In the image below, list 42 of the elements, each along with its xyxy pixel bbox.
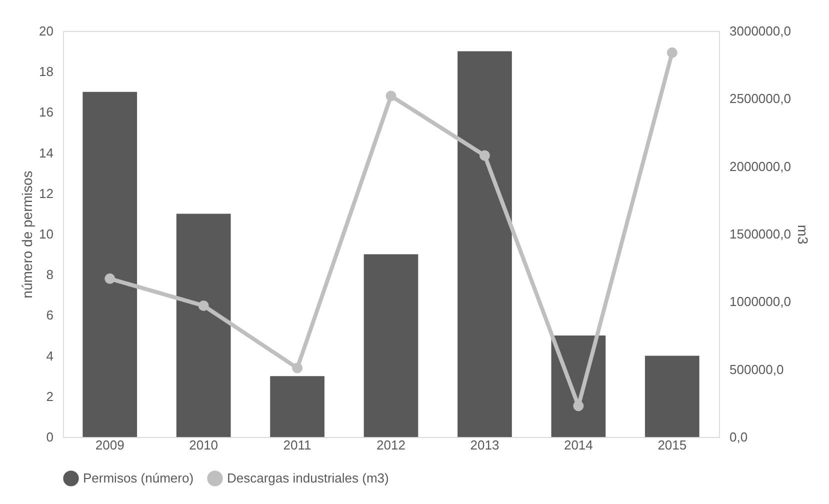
y-tick-label: 0 [46,430,54,444]
y-tick-label: 16 [39,104,54,120]
y2-tick-label: 2000000,0 [730,158,791,174]
bar [644,356,700,437]
point [292,362,303,374]
y-tick-label: 8 [46,267,54,282]
y-tick-label: 18 [39,64,54,80]
x-tick-label: 2012 [376,438,406,452]
x-tick-label: 2010 [189,438,218,452]
y2-tick-label: 3000000,0 [730,24,791,38]
point [198,300,209,311]
y2-axis-title: m3 [794,224,811,244]
legend-label: Permisos (número) [83,470,194,486]
point [104,273,116,284]
y2-tick-label: 1000000,0 [730,294,791,310]
x-tick-label: 2014 [564,438,593,452]
y-tick-label: 14 [39,145,54,160]
y-tick-label: 2 [46,388,54,404]
x-tick-label: 2011 [283,438,312,452]
point [386,90,396,102]
x-tick-label: 2015 [658,438,687,452]
x-tick-label: 2009 [95,438,124,452]
y2-tick-label: 2500000,0 [730,91,791,106]
y-axis-title: número de permisos [19,170,36,298]
y-tick-label: 6 [46,308,54,323]
x-tick-label: 2013 [470,438,500,452]
y2-tick-label: 0,0 [730,430,748,444]
bar [364,254,418,437]
bar [270,376,324,437]
bar [458,51,512,437]
point [573,400,584,412]
bar [176,214,231,437]
y-tick-label: 20 [39,24,54,38]
bar [82,92,138,437]
point [479,150,490,161]
y-tick-label: 10 [39,226,54,242]
point [666,47,678,58]
y2-tick-label: 1500000,0 [730,226,791,242]
y-tick-label: 4 [46,348,54,364]
y-tick-label: 12 [39,186,54,201]
y2-tick-label: 500000,0 [730,362,784,377]
legend-label: Descargas industriales (m3) [227,470,389,486]
